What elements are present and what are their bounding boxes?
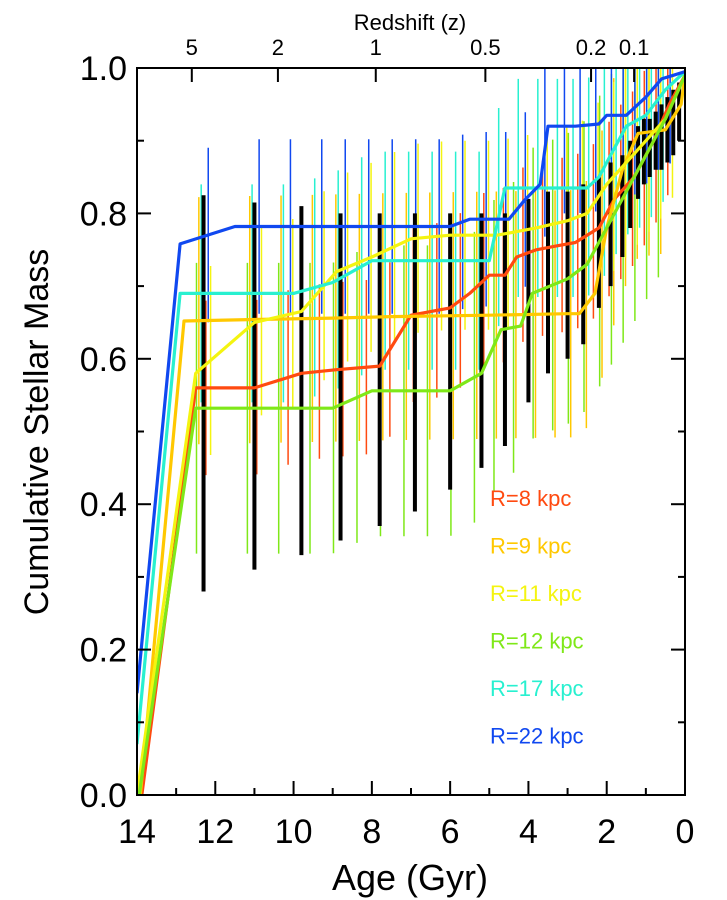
- series-line-r-8-kpc: [140, 74, 685, 795]
- top-tick-label: 0.2: [576, 35, 607, 60]
- y-tick-label: 0.4: [80, 486, 127, 524]
- legend-entry: R=22 kpc: [490, 724, 584, 749]
- x-tick-label: 8: [362, 813, 381, 851]
- top-tick-label: 1: [370, 35, 382, 60]
- legend-entry: R=12 kpc: [490, 629, 584, 654]
- y-tick-label: 0.6: [80, 341, 127, 379]
- series-line-r-17-kpc: [137, 70, 685, 745]
- x-tick-label: 14: [118, 813, 156, 851]
- legend-entry: R=8 kpc: [490, 486, 571, 511]
- series-line-r-22-kpc: [137, 70, 685, 694]
- top-tick-label: 0.1: [619, 35, 650, 60]
- y-tick-label: 0.0: [80, 777, 127, 815]
- x-tick-label: 6: [441, 813, 460, 851]
- x-tick-label: 4: [519, 813, 538, 851]
- series-line-r-12-kpc: [137, 74, 685, 795]
- x-tick-label: 10: [275, 813, 313, 851]
- top-tick-label: 5: [186, 35, 198, 60]
- x-tick-label: 12: [196, 813, 234, 851]
- x-axis-title: Age (Gyr): [332, 857, 488, 898]
- legend-entry: R=17 kpc: [490, 676, 584, 701]
- y-tick-label: 0.2: [80, 632, 127, 670]
- x-tick-label: 0: [676, 813, 695, 851]
- top-tick-label: 2: [272, 35, 284, 60]
- axis-ticks: 14 12 10 8 6 4 2 0 0.0 0.2 0.4 0.6 0.8 1.0 5 2 1 0.5 0.2 0.…: [80, 35, 695, 851]
- top-tick-label: 0.5: [470, 35, 501, 60]
- legend-entry: R=9 kpc: [490, 534, 571, 559]
- x-tick-label: 2: [597, 813, 616, 851]
- y-tick-label: 1.0: [80, 50, 127, 88]
- series-line-r-11-kpc: [137, 74, 685, 795]
- y-tick-label: 0.8: [80, 195, 127, 233]
- series-lines: [137, 70, 685, 795]
- top-axis-title: Redshift (z): [354, 10, 466, 35]
- plot-frame: [136, 67, 686, 796]
- y-axis-title: Cumulative Stellar Mass: [18, 249, 56, 616]
- black-error-bars: [201, 82, 682, 592]
- legend: R=8 kpc R=9 kpc R=11 kpc R=12 kpc R=17 kpc R=…: [490, 486, 584, 749]
- legend-entry: R=11 kpc: [490, 581, 582, 606]
